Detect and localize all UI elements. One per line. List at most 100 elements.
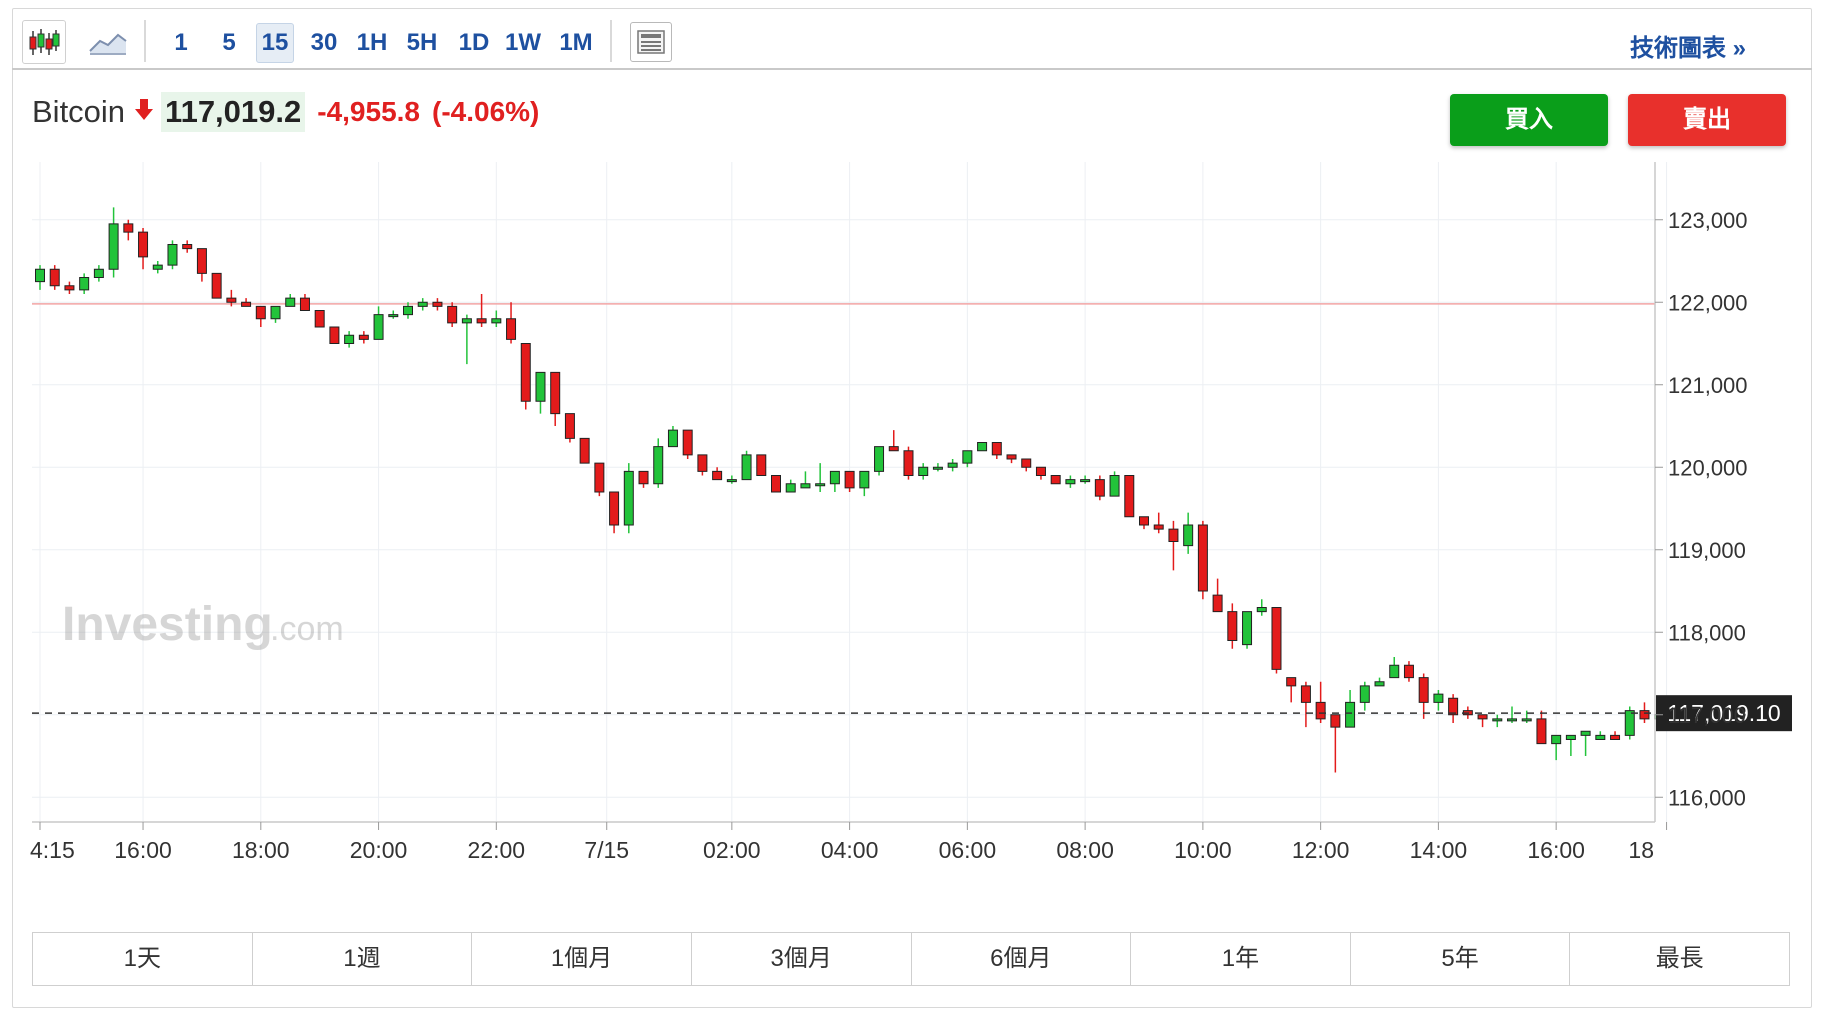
layout-icon[interactable]	[630, 22, 672, 62]
candle-body	[1580, 730, 1591, 736]
candle	[344, 331, 355, 348]
range-1w[interactable]: 1週	[253, 933, 473, 985]
last-price: 117,019.2	[161, 92, 306, 132]
candle-body	[211, 272, 222, 299]
candle-body	[623, 470, 634, 526]
candle	[1536, 710, 1547, 745]
candle-body	[491, 318, 502, 324]
price-change-percent: (-4.06%)	[432, 96, 540, 127]
candle-body	[1227, 611, 1238, 641]
range-1d[interactable]: 1天	[33, 933, 253, 985]
candle	[1507, 706, 1517, 723]
candle-body	[1139, 516, 1149, 526]
candle	[138, 228, 149, 270]
candle-body	[1345, 701, 1356, 728]
range-selector: 1天 1週 1個月 3個月 6個月 1年 5年 最長	[32, 932, 1790, 986]
candle-body	[1271, 607, 1282, 670]
range-1m[interactable]: 1個月	[472, 933, 692, 985]
candle-body	[1094, 479, 1105, 497]
watermark: Investing .com	[62, 598, 344, 651]
candle-body	[785, 483, 796, 493]
candle-body	[1080, 479, 1091, 483]
range-max[interactable]: 最長	[1655, 945, 1704, 972]
chart-toolbar: 1 5 15 30 1H 5H 1D 1W 1M 技術圖表 »	[12, 8, 1812, 70]
interval-30[interactable]: 30	[310, 29, 338, 56]
watermark-main: Investing	[62, 598, 273, 651]
sell-button[interactable]: 賣出	[1628, 94, 1786, 146]
candle	[1477, 714, 1488, 728]
candle-body	[800, 483, 811, 489]
range-1y[interactable]: 1年	[1131, 933, 1351, 985]
candle	[609, 491, 620, 534]
candle	[432, 298, 443, 311]
candle	[859, 470, 870, 497]
candle-body	[93, 268, 104, 278]
candle	[255, 305, 266, 327]
price-chart[interactable]: Investing .com 117,019.10 116,000 117,000…	[0, 0, 1823, 930]
candle-body	[962, 450, 973, 464]
candle	[1418, 673, 1429, 719]
technical-chart-link[interactable]: 技術圖表 »	[1629, 35, 1746, 62]
candle	[1153, 512, 1164, 534]
quote-header: Bitcoin 117,019.2 -4,955.8 (-4.06%)	[32, 92, 539, 132]
candle	[167, 240, 178, 270]
candle-body	[1006, 454, 1017, 460]
candle-body	[299, 297, 310, 311]
candle-body	[682, 429, 693, 456]
candle	[241, 298, 252, 307]
candle	[35, 265, 45, 290]
x-tick-label: 08:00	[1056, 837, 1114, 863]
candle-body	[741, 454, 752, 481]
toolbar-separator	[610, 20, 612, 62]
candle-body	[520, 343, 531, 402]
y-tick-label: 118,000	[1668, 620, 1746, 645]
range-6m[interactable]: 6個月	[912, 933, 1132, 985]
candle	[196, 248, 207, 282]
candle	[815, 463, 826, 492]
candle	[93, 265, 104, 282]
interval-1h[interactable]: 1H	[356, 29, 388, 56]
candle	[1021, 458, 1032, 472]
candle-body	[1448, 697, 1459, 716]
interval-1w[interactable]: 1W	[505, 29, 541, 56]
interval-1[interactable]: 1	[174, 29, 188, 56]
candle-body	[859, 470, 870, 489]
range-5y[interactable]: 5年	[1351, 933, 1571, 985]
candle-body	[1183, 524, 1194, 547]
candle-body	[1418, 677, 1429, 703]
candle	[1242, 611, 1253, 649]
candle	[977, 442, 988, 452]
candle-body	[1035, 466, 1046, 476]
candle-body	[447, 305, 458, 324]
interval-5h[interactable]: 5H	[406, 29, 438, 56]
candle-body	[461, 318, 472, 324]
interval-15[interactable]: 15	[256, 23, 294, 63]
candle	[1580, 730, 1591, 756]
candle	[1124, 475, 1135, 518]
candle	[638, 470, 649, 488]
candle-body	[947, 462, 958, 468]
toolbar-separator	[144, 20, 146, 62]
interval-1d[interactable]: 1D	[458, 29, 490, 56]
candle-body	[550, 371, 561, 415]
candle-body	[1021, 458, 1032, 468]
candle	[1183, 512, 1194, 554]
candle-body	[1212, 594, 1223, 613]
range-3m[interactable]: 3個月	[692, 933, 912, 985]
candle	[270, 305, 281, 323]
interval-1m[interactable]: 1M	[559, 29, 593, 56]
area-chart-icon[interactable]	[86, 20, 130, 64]
candle-body	[1595, 734, 1606, 740]
candle	[1050, 475, 1061, 485]
candle	[844, 470, 855, 492]
candle	[329, 326, 340, 344]
chart-widget-frame	[12, 8, 1812, 1008]
interval-5[interactable]: 5	[222, 29, 236, 56]
buy-button[interactable]: 買入	[1450, 94, 1608, 146]
candlestick-chart-icon[interactable]	[22, 20, 66, 64]
y-tick-label: 122,000	[1668, 290, 1748, 315]
candle	[226, 289, 237, 307]
candle	[403, 302, 413, 319]
candle-body	[226, 297, 237, 303]
candle	[1374, 677, 1385, 687]
